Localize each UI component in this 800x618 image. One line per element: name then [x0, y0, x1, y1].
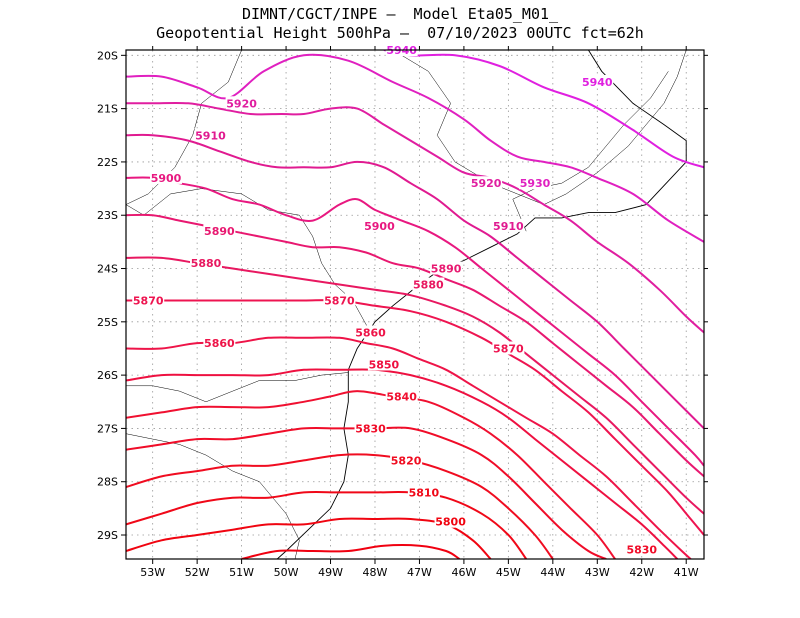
contour-label-bg: [367, 357, 400, 371]
contour-label-5820: 5820: [391, 454, 422, 467]
lon-tick-label: 41W: [674, 566, 699, 579]
longitude-ticks: 53W 52W 51W 50W 49W 48W 47W 46W 45W 44W 43W 42W 41W: [140, 46, 699, 579]
contour-label-5860: 5860: [204, 337, 235, 350]
contour-label-5890: 5890: [204, 225, 235, 238]
contour-lines: [126, 50, 704, 559]
contour-label-bg: [194, 128, 227, 142]
contour-label-bg: [354, 325, 387, 339]
contour-label-bg: [470, 176, 503, 190]
contour-label-bg: [363, 218, 396, 232]
state-border: [512, 71, 669, 232]
title-line-2: Geopotential Height 500hPa – 07/10/2023 …: [156, 24, 644, 42]
contour-label-5810: 5810: [409, 486, 440, 499]
contour-5920: [126, 101, 704, 334]
contour-labels: 5940594059305920592059105910590059005890…: [132, 43, 658, 556]
contour-label-5860: 5860: [355, 326, 386, 339]
lon-tick-label: 48W: [363, 566, 388, 579]
map-frame: [125, 49, 705, 560]
contour-label-bg: [492, 341, 525, 355]
contour-5910: [126, 133, 704, 430]
contour-5880: [126, 256, 704, 515]
lat-tick-label: 25S: [97, 316, 118, 329]
contour-label-5830: 5830: [355, 422, 386, 435]
contour-5820: [126, 453, 554, 559]
contour-5830: [126, 426, 607, 559]
contour-label-5880: 5880: [191, 257, 222, 270]
contour-label-bg: [150, 170, 183, 184]
grid-lines: [126, 50, 704, 559]
contour-label-5910: 5910: [195, 129, 226, 142]
lon-tick-label: 53W: [140, 566, 165, 579]
contour-label-bg: [132, 293, 165, 307]
contour-label-5940: 5940: [582, 76, 613, 89]
contour-5850: [126, 368, 679, 559]
contour-label-5930: 5930: [520, 177, 551, 190]
contour-label-5890: 5890: [431, 263, 462, 276]
lat-tick-label: 22S: [97, 156, 118, 169]
state-border: [126, 50, 242, 205]
contour-label-5850: 5850: [369, 358, 400, 371]
lon-tick-label: 43W: [585, 566, 610, 579]
lon-tick-label: 51W: [229, 566, 254, 579]
state-border: [126, 188, 371, 333]
contour-label-5920: 5920: [471, 177, 502, 190]
lon-tick-label: 46W: [451, 566, 476, 579]
contour-label-5800: 5800: [435, 516, 466, 529]
contour-label-bg: [225, 96, 258, 110]
contour-label-5910: 5910: [493, 220, 524, 233]
geography-lines: [126, 50, 687, 559]
lat-tick-label: 28S: [97, 476, 118, 489]
contour-label-5830: 5830: [626, 543, 657, 556]
contour-label-5880: 5880: [413, 279, 444, 292]
lon-tick-label: 47W: [407, 566, 432, 579]
contour-label-5870: 5870: [133, 295, 164, 308]
contour-5860: [126, 336, 692, 559]
contour-5790: [241, 544, 461, 559]
state-border: [126, 433, 300, 559]
lat-tick-label: 29S: [97, 529, 118, 542]
contour-label-5870: 5870: [324, 295, 355, 308]
contour-5900: [126, 176, 704, 467]
contour-label-bg: [390, 453, 423, 467]
lat-tick-label: 23S: [97, 209, 118, 222]
contour-label-5840: 5840: [386, 390, 417, 403]
state-border: [126, 372, 349, 403]
lat-tick-label: 24S: [97, 263, 118, 276]
contour-label-5900: 5900: [151, 172, 182, 185]
contour-label-bg: [519, 176, 552, 190]
contour-label-bg: [354, 421, 387, 435]
contour-label-bg: [407, 485, 440, 499]
lat-tick-label: 26S: [97, 369, 118, 382]
contour-label-bg: [581, 74, 614, 88]
contour-label-bg: [323, 293, 356, 307]
contour-5870: [126, 299, 704, 536]
lon-tick-label: 42W: [629, 566, 654, 579]
contour-label-bg: [203, 224, 236, 238]
contour-label-bg: [385, 389, 418, 403]
lon-tick-label: 52W: [185, 566, 210, 579]
lon-tick-label: 49W: [318, 566, 343, 579]
contour-label-bg: [190, 256, 223, 270]
contour-label-5900: 5900: [364, 220, 395, 233]
contour-label-bg: [412, 277, 445, 291]
title-line-1: DIMNT/CGCT/INPE – Model Eta05_M01_: [241, 5, 559, 23]
contour-5810: [126, 491, 528, 559]
latitude-ticks: 20S 21S 22S 23S 24S 25S 26S 27S 28S 29S: [97, 49, 708, 542]
contour-label-bg: [430, 261, 463, 275]
lon-tick-label: 44W: [540, 566, 565, 579]
lat-tick-label: 21S: [97, 103, 118, 116]
lat-tick-label: 27S: [97, 422, 118, 435]
contour-label-bg: [434, 514, 467, 528]
lon-tick-label: 45W: [496, 566, 521, 579]
lon-tick-label: 50W: [274, 566, 299, 579]
contour-label-bg: [492, 218, 525, 232]
contour-5930: [126, 53, 704, 243]
contour-label-5870: 5870: [493, 342, 524, 355]
contour-5940: [383, 50, 704, 169]
lat-tick-label: 20S: [97, 49, 118, 62]
contour-label-bg: [203, 336, 236, 350]
contour-label-bg: [625, 542, 658, 556]
contour-label-5920: 5920: [226, 97, 257, 110]
